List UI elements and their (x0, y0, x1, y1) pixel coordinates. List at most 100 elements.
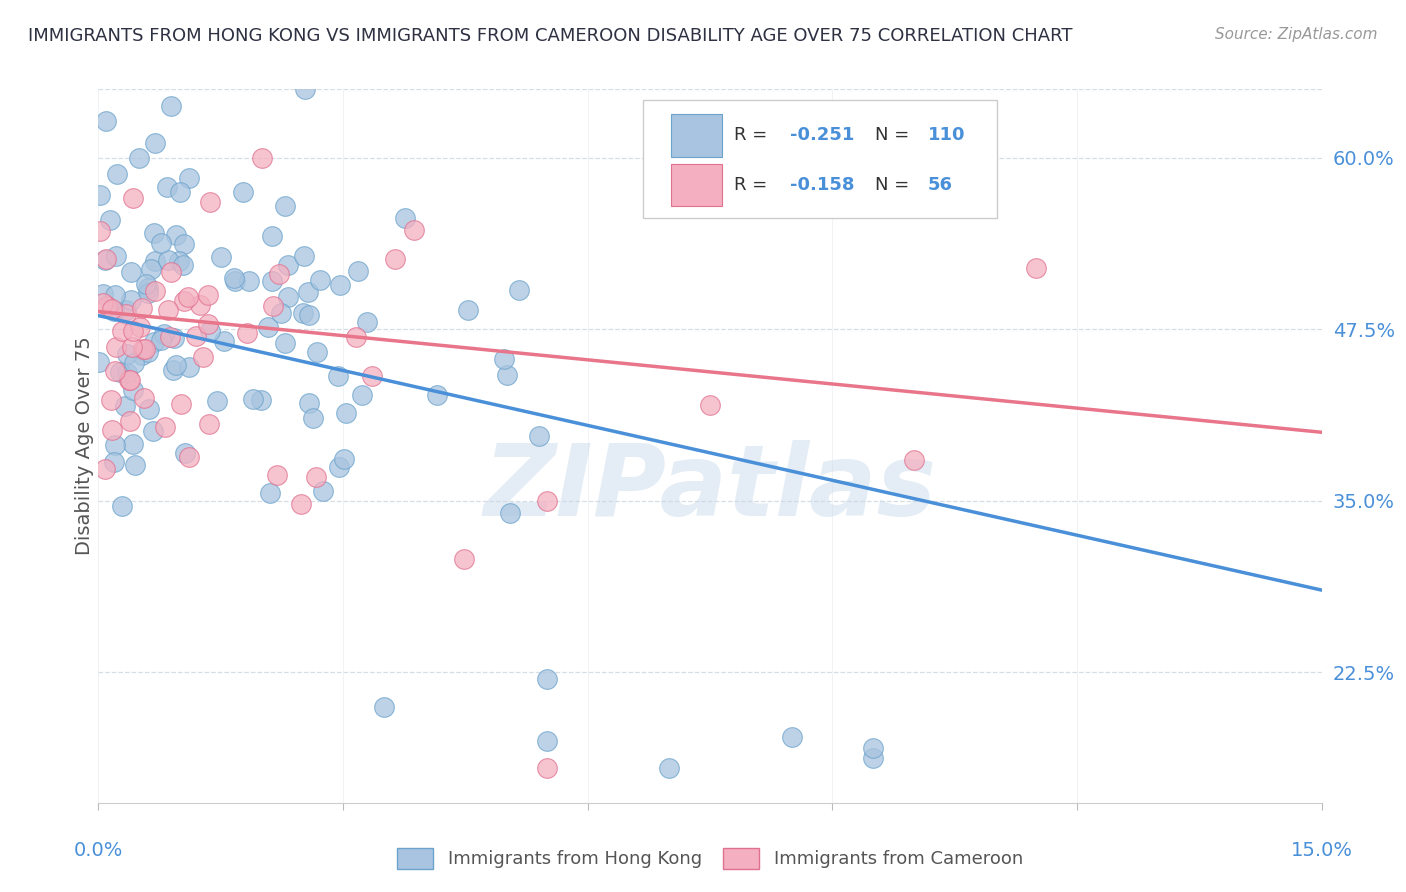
Point (115, 366, 138, 380)
Point (179, 450, 201, 465)
Point (150, 236, 173, 251)
Point (163, 331, 186, 345)
Point (131, 347, 153, 361)
Point (356, 315, 378, 329)
Point (157, 302, 180, 317)
Point (457, 302, 479, 317)
Point (177, 170, 200, 185)
Point (138, 281, 160, 295)
Point (124, 458, 146, 472)
Point (111, 499, 134, 513)
Point (273, 335, 295, 350)
Point (344, 329, 367, 343)
Point (494, 351, 516, 366)
Point (508, 283, 530, 297)
Point (402, 222, 425, 236)
Point (153, 327, 176, 342)
Point (173, 293, 195, 308)
Point (134, 342, 156, 356)
Point (211, 250, 233, 264)
Legend: Immigrants from Hong Kong, Immigrants from Cameroon: Immigrants from Hong Kong, Immigrants fr… (389, 840, 1031, 876)
Point (122, 383, 145, 397)
Point (333, 452, 356, 467)
Point (198, 324, 221, 338)
Point (136, 285, 159, 300)
Point (266, 468, 288, 483)
Point (159, 330, 181, 344)
Text: 0.0%: 0.0% (73, 841, 124, 860)
Point (298, 396, 321, 410)
Point (309, 273, 332, 287)
Point (117, 347, 139, 361)
Point (335, 406, 357, 420)
Point (205, 393, 228, 408)
Point (536, 734, 558, 748)
Point (156, 252, 179, 267)
Point (150, 333, 173, 347)
Point (384, 252, 406, 266)
Point (292, 306, 315, 320)
Point (496, 368, 519, 382)
Point (232, 185, 254, 199)
Point (100, 392, 122, 407)
Point (94, 114, 117, 128)
Point (132, 391, 155, 405)
Point (165, 359, 187, 373)
Point (426, 388, 449, 402)
Y-axis label: Disability Age Over 75: Disability Age Over 75 (75, 336, 94, 556)
Text: -0.251: -0.251 (790, 127, 853, 145)
Point (250, 151, 273, 165)
Point (136, 344, 159, 359)
Point (328, 459, 350, 474)
Text: 110: 110 (928, 127, 966, 145)
Point (165, 228, 187, 243)
Point (172, 258, 194, 272)
Point (153, 419, 176, 434)
Point (527, 429, 550, 443)
Point (120, 414, 142, 428)
Text: 56: 56 (928, 176, 953, 194)
Point (499, 506, 522, 520)
Text: ZIPatlas: ZIPatlas (484, 441, 936, 537)
Point (135, 277, 157, 291)
Point (290, 497, 312, 511)
Point (270, 306, 292, 320)
Point (326, 368, 349, 383)
Point (346, 264, 368, 278)
Point (262, 299, 284, 313)
Point (274, 199, 297, 213)
Point (94, 253, 117, 268)
Point (191, 350, 214, 364)
Point (91, 296, 114, 310)
Point (174, 446, 197, 460)
Point (128, 151, 150, 165)
Point (120, 293, 142, 308)
Point (89, 188, 111, 202)
Point (236, 326, 259, 340)
Point (169, 254, 191, 268)
Point (294, 82, 316, 96)
Point (170, 397, 193, 411)
Point (169, 185, 191, 199)
Point (114, 399, 136, 413)
Point (162, 362, 184, 376)
Point (111, 325, 134, 339)
Point (307, 344, 329, 359)
Point (536, 762, 558, 776)
Point (301, 410, 323, 425)
Point (118, 373, 141, 387)
Point (104, 364, 127, 378)
Point (103, 455, 125, 469)
Point (143, 136, 166, 150)
Point (536, 673, 558, 687)
Point (780, 730, 803, 744)
Point (107, 167, 129, 181)
Text: R =: R = (734, 176, 773, 194)
Point (256, 319, 278, 334)
Text: 15.0%: 15.0% (1291, 841, 1353, 860)
Point (115, 307, 138, 321)
Point (143, 284, 166, 298)
Point (224, 274, 246, 288)
Point (118, 372, 141, 386)
Point (122, 191, 145, 205)
